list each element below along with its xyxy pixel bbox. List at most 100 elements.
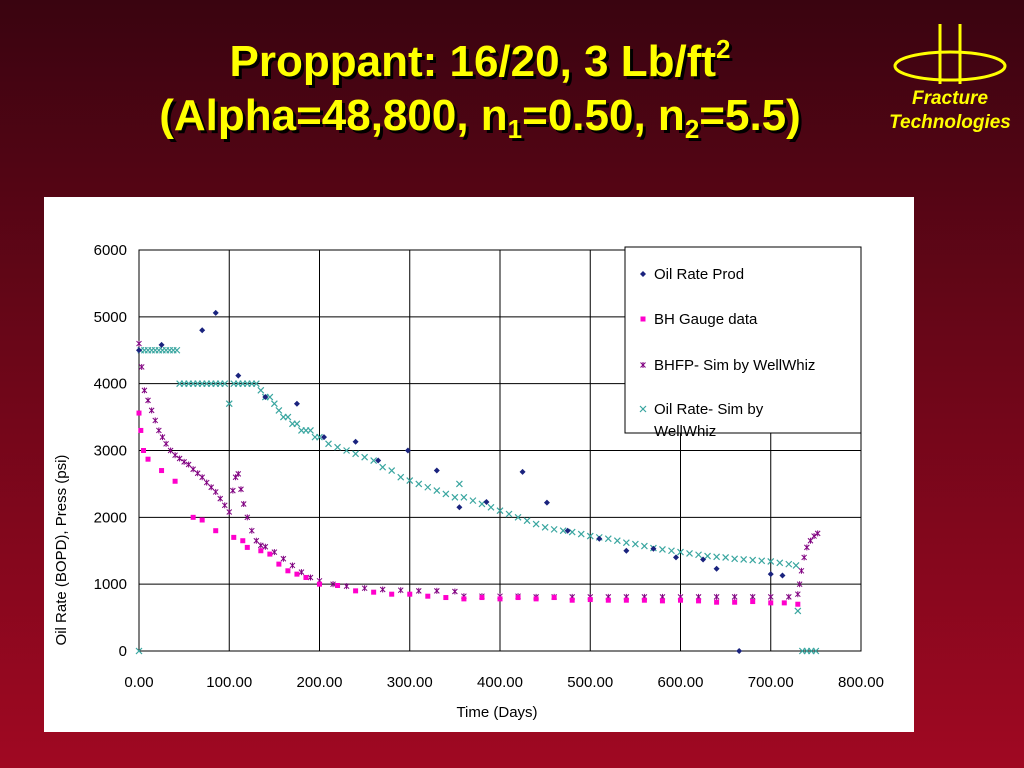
data-point <box>404 447 411 454</box>
data-point <box>136 340 142 347</box>
data-point <box>443 595 449 601</box>
chart-panel: 0.00 100.00 200.00 300.00 400.00 500.00 600.00… <box>44 197 914 732</box>
data-point <box>257 542 264 549</box>
x-tick-label: 600.00 <box>658 674 704 691</box>
data-point <box>767 558 775 565</box>
title-subscript-2: 2 <box>684 114 700 144</box>
data-point <box>280 555 287 562</box>
legend-marker <box>639 405 647 413</box>
data-point <box>225 400 233 408</box>
data-point <box>379 586 386 593</box>
y-tick-label: 4000 <box>94 376 127 393</box>
data-point <box>141 448 147 453</box>
data-point <box>767 571 774 578</box>
data-point <box>696 598 702 604</box>
data-point <box>361 585 368 592</box>
data-point <box>564 527 571 534</box>
data-point <box>397 473 405 481</box>
y-tick-label: 1000 <box>94 576 127 593</box>
data-point <box>406 477 414 484</box>
data-point <box>496 507 504 515</box>
data-point <box>543 499 550 506</box>
data-point <box>794 591 801 598</box>
data-point <box>258 548 264 554</box>
data-point <box>353 588 359 594</box>
data-point <box>568 528 576 536</box>
data-point <box>677 548 684 556</box>
data-point <box>483 498 490 505</box>
data-point <box>138 363 145 370</box>
data-point <box>714 599 720 605</box>
data-point <box>199 474 206 481</box>
data-point <box>668 547 675 555</box>
data-point <box>767 593 774 600</box>
data-point <box>208 484 215 491</box>
data-point <box>138 427 144 433</box>
data-point <box>722 554 730 561</box>
data-point <box>141 387 148 394</box>
series-square <box>136 410 801 607</box>
data-point <box>424 483 432 491</box>
data-point <box>231 534 237 540</box>
data-point <box>451 493 459 501</box>
series-diamond <box>136 309 786 654</box>
data-point <box>316 433 323 441</box>
data-point <box>307 574 314 581</box>
data-point <box>203 479 210 486</box>
data-point <box>379 463 387 471</box>
data-point <box>152 417 159 424</box>
data-point <box>240 500 247 507</box>
data-point <box>252 380 260 388</box>
x-tick-label: 100.00 <box>206 674 252 691</box>
scatter-chart: 0.00 100.00 200.00 300.00 400.00 500.00 600.00… <box>53 242 884 721</box>
data-point <box>176 455 183 462</box>
data-point <box>596 535 603 542</box>
data-point <box>235 470 242 477</box>
title-line2-part-c: =5.5) <box>699 91 801 140</box>
data-point <box>271 549 278 556</box>
data-point <box>460 493 468 501</box>
data-point <box>732 599 738 605</box>
legend-label: BHFP- Sim by WellWhiz <box>654 357 815 374</box>
data-point <box>795 601 801 607</box>
legend-label: BH Gauge data <box>654 311 758 328</box>
data-point <box>461 596 467 602</box>
data-point <box>713 553 721 561</box>
data-point <box>163 440 169 447</box>
data-point <box>807 537 814 544</box>
data-point <box>303 574 309 580</box>
data-point <box>343 583 350 590</box>
data-point <box>749 593 756 600</box>
data-point <box>740 556 748 563</box>
y-tick-label: 5000 <box>94 309 127 326</box>
data-point <box>267 551 273 557</box>
data-point <box>433 467 440 474</box>
data-point <box>455 480 463 488</box>
data-point <box>167 447 174 454</box>
title-subscript-1: 1 <box>507 114 523 144</box>
y-axis-label: Oil Rate (BOPD), Press (psi) <box>53 455 70 646</box>
data-point <box>321 434 328 441</box>
data-point <box>686 549 693 557</box>
data-point <box>801 554 807 561</box>
data-point <box>335 583 341 589</box>
data-point <box>262 394 269 401</box>
data-point <box>194 470 201 477</box>
data-point <box>199 327 206 334</box>
data-point <box>622 539 630 547</box>
data-point <box>533 596 539 602</box>
data-point <box>452 588 458 595</box>
data-point <box>148 407 155 414</box>
data-point <box>375 457 382 464</box>
slide-title: Proppant: 16/20, 3 Lb/ft2 (Alpha=48,800,… <box>0 22 960 156</box>
company-logo: Fracture Technologies <box>876 20 1024 150</box>
data-point <box>253 537 260 544</box>
data-point <box>700 556 707 563</box>
data-point <box>293 400 300 407</box>
x-tick-label: 400.00 <box>477 674 523 691</box>
data-point <box>156 427 162 434</box>
data-point <box>238 486 244 493</box>
data-point <box>185 461 192 468</box>
data-point <box>659 598 665 604</box>
data-point <box>812 647 820 655</box>
